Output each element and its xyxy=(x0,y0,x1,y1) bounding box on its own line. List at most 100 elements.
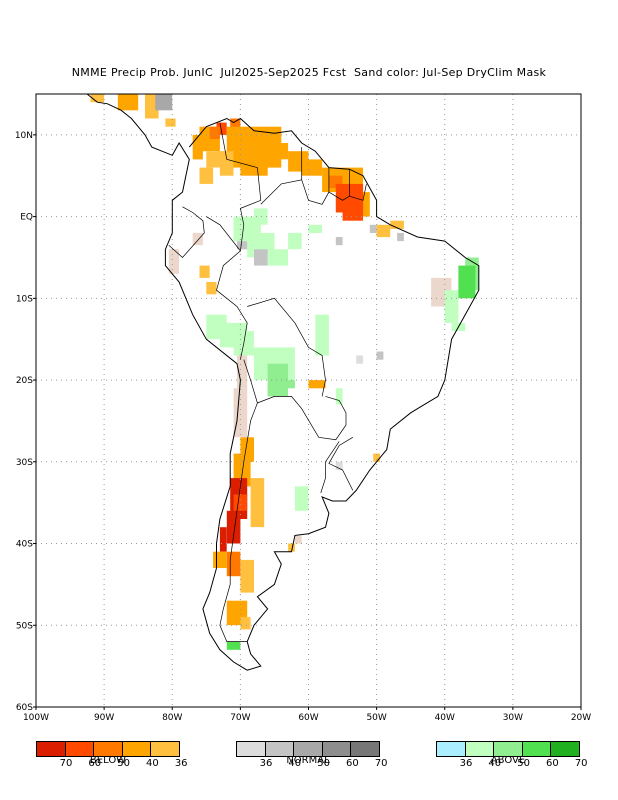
legend-normal-colorbar xyxy=(236,741,380,757)
probability-cell xyxy=(206,282,217,295)
x-tick-label: 70W xyxy=(230,713,250,723)
probability-cell xyxy=(230,118,241,131)
legend-tick-label: 70 xyxy=(59,758,73,769)
legend-swatch xyxy=(551,742,579,756)
country-border xyxy=(320,441,340,494)
legend-swatch xyxy=(122,742,152,756)
legend-tick-label: 60 xyxy=(546,758,559,769)
probability-cell xyxy=(342,208,363,221)
legend-swatch xyxy=(351,742,379,756)
probability-cell xyxy=(254,208,268,225)
x-tick-label: 30W xyxy=(503,713,523,723)
legend-swatch xyxy=(465,742,495,756)
x-tick-label: 100W xyxy=(23,713,49,723)
south-america-coastline xyxy=(86,93,480,671)
probability-cell xyxy=(294,535,302,544)
country-border xyxy=(291,396,347,441)
legend-swatch xyxy=(65,742,95,756)
country-border xyxy=(247,297,326,397)
probability-cell xyxy=(260,143,289,160)
probability-cell xyxy=(219,527,227,552)
y-tick-label: 20S xyxy=(16,376,33,386)
legend-above: 36 40 50 60 70 ABOVE xyxy=(436,741,588,769)
probability-cell xyxy=(335,461,343,470)
country-border xyxy=(216,250,248,360)
country-border xyxy=(349,183,367,201)
probability-cell xyxy=(444,290,459,323)
legend-swatch xyxy=(265,742,295,756)
legend-normal: 36 40 50 60 70 NORMAL xyxy=(236,741,388,769)
probability-cell xyxy=(226,510,241,544)
probability-cell xyxy=(168,249,179,274)
probability-cell xyxy=(233,388,248,438)
probability-cell xyxy=(267,249,288,266)
legend-swatch xyxy=(322,742,352,756)
probability-cell xyxy=(165,118,176,127)
probability-cell xyxy=(301,159,323,176)
probability-cell xyxy=(376,224,391,238)
country-border xyxy=(219,402,258,642)
probability-cell xyxy=(233,494,248,511)
probability-cell xyxy=(199,265,210,278)
probability-cell xyxy=(369,224,377,233)
legend-below-colorbar xyxy=(36,741,180,757)
y-tick-label: 40S xyxy=(16,540,33,550)
legend-tick-label: 50 xyxy=(517,758,530,769)
y-axis-ticks: 10N EQ 10S 20S 30S 40S 50S 60S xyxy=(15,131,36,713)
probability-cell xyxy=(250,478,265,528)
legend-swatch xyxy=(522,742,552,756)
probability-cell xyxy=(373,453,380,462)
probability-cell xyxy=(315,314,329,356)
probability-cell xyxy=(308,224,323,233)
legend-tick-label: 60 xyxy=(346,758,359,769)
legend-swatch xyxy=(437,742,466,756)
probability-cell xyxy=(376,351,384,360)
probability-cell xyxy=(458,265,476,299)
probability-cell xyxy=(240,559,254,593)
legend-below-category: BELOW xyxy=(89,755,127,766)
probability-cell xyxy=(219,151,234,176)
y-tick-label: 30S xyxy=(16,458,33,468)
country-border xyxy=(301,167,330,205)
probability-cell xyxy=(192,134,203,160)
country-border xyxy=(206,122,262,252)
legend-swatch xyxy=(294,742,323,756)
probability-cell xyxy=(155,94,173,111)
country-border xyxy=(260,147,303,205)
legend-normal-category: NORMAL xyxy=(286,755,330,766)
y-tick-label: EQ xyxy=(20,213,33,223)
legend-tick-label: 50 xyxy=(117,758,130,769)
legend-tick-label: 40 xyxy=(288,758,302,769)
probability-cell xyxy=(356,355,363,364)
precip-probability-map: 100W 90W 80W 70W 60W 50W 40W 30W 20W 10N EQ 10S 20S… xyxy=(15,93,591,723)
probability-cell xyxy=(240,159,268,176)
probability-cell xyxy=(213,551,227,568)
legend-tick-label: 36 xyxy=(459,758,473,769)
probability-cell xyxy=(226,641,241,650)
legend-swatch xyxy=(237,742,266,756)
probability-cell xyxy=(267,363,288,397)
legend-tick-label: 70 xyxy=(374,758,388,769)
legend-swatch xyxy=(494,742,523,756)
probability-cell xyxy=(397,232,404,242)
legend-above-category: ABOVE xyxy=(490,755,526,766)
probability-cell xyxy=(288,543,295,552)
probability-cell xyxy=(294,486,309,511)
legend-normal-labels: 36 40 50 60 70 xyxy=(236,757,388,769)
probability-cell xyxy=(308,380,326,389)
legend-tick-label: 60 xyxy=(88,758,102,769)
probability-cell xyxy=(90,94,105,103)
map-frame xyxy=(35,93,582,708)
y-tick-label: 10N xyxy=(15,131,33,141)
probability-cell xyxy=(288,232,302,250)
y-tick-label: 10S xyxy=(16,294,33,304)
probability-cell xyxy=(281,380,295,389)
probability-cell xyxy=(335,388,343,405)
y-tick-label: 60S xyxy=(16,703,33,713)
probability-cell xyxy=(390,220,404,229)
x-tick-label: 50W xyxy=(366,713,386,723)
x-tick-label: 60W xyxy=(298,713,318,723)
legend-below-labels: 70 60 50 40 36 xyxy=(36,757,188,769)
probability-cell xyxy=(226,551,241,577)
probability-cell xyxy=(335,237,343,246)
